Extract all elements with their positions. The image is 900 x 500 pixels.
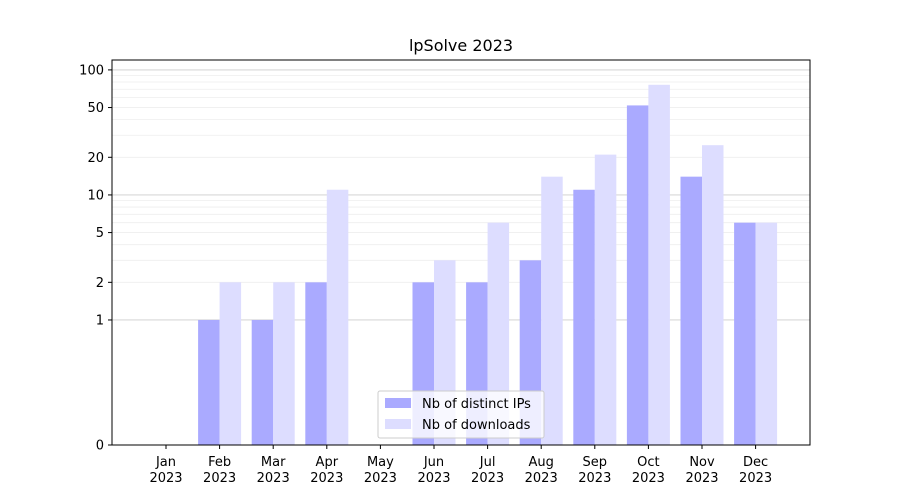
bar (594, 154, 617, 446)
bar (755, 222, 778, 445)
x-tick-label-year: 2023 (578, 471, 611, 486)
bar (680, 176, 702, 445)
x-tick-label-year: 2023 (310, 471, 343, 486)
x-tick-label-year: 2023 (685, 471, 718, 486)
x-tick-label-month: Aug (529, 455, 554, 470)
bar (734, 222, 756, 445)
chart-title: lpSolve 2023 (409, 36, 513, 55)
plot-frame (111, 59, 811, 446)
x-tick-label-month: Dec (743, 455, 768, 470)
x-tick-label-year: 2023 (149, 471, 182, 486)
x-tick-label-month: Jun (423, 455, 444, 470)
x-tick-label-month: Sep (583, 455, 608, 470)
x-tick-label-year: 2023 (525, 471, 558, 486)
y-axis: 0 1 2 5 10 20 50 100 (79, 63, 112, 454)
bar (198, 319, 220, 445)
y-tick-label: 100 (79, 63, 104, 78)
x-tick-label-month: Feb (208, 455, 231, 470)
x-tick-label-month: Nov (689, 455, 715, 470)
legend-label-downloads: Nb of downloads (422, 418, 531, 433)
bar (487, 222, 510, 445)
bar (702, 145, 724, 445)
bar (305, 282, 327, 445)
x-tick-label-year: 2023 (417, 471, 450, 486)
bar (326, 189, 349, 445)
bar (626, 105, 649, 446)
x-tick-label-month: Mar (261, 455, 286, 470)
x-tick-label-year: 2023 (739, 471, 772, 486)
y-tick-label: 2 (96, 276, 104, 291)
x-tick-label-month: Apr (316, 455, 339, 470)
bar (541, 176, 563, 445)
bar (219, 282, 242, 445)
y-tick-label: 10 (87, 188, 104, 203)
legend-swatch-ips (385, 398, 411, 408)
x-tick-label-year: 2023 (257, 471, 290, 486)
legend-frame (377, 390, 545, 439)
legend-label-ips: Nb of distinct IPs (422, 397, 531, 412)
bar (251, 319, 274, 445)
bar (573, 189, 595, 445)
legend: Nb of distinct IPs Nb of downloads (377, 390, 545, 439)
y-tick-label: 5 (96, 226, 104, 241)
x-axis: Jan2023Feb2023Mar2023Apr2023May2023Jun20… (149, 445, 772, 486)
legend-swatch-downloads (385, 419, 411, 429)
x-tick-label-month: May (367, 455, 394, 470)
x-tick-label-month: Oct (637, 455, 659, 470)
x-tick-label-year: 2023 (364, 471, 397, 486)
y-tick-label: 1 (96, 313, 104, 328)
y-tick-label: 50 (87, 101, 104, 116)
bar (273, 282, 295, 445)
x-tick-label-year: 2023 (471, 471, 504, 486)
y-tick-label: 20 (87, 151, 104, 166)
y-tick-label: 0 (96, 439, 104, 454)
x-tick-label-month: Jan (155, 455, 176, 470)
bar (648, 84, 670, 445)
x-tick-label-month: Jul (479, 455, 496, 470)
x-tick-label-year: 2023 (632, 471, 665, 486)
x-tick-label-year: 2023 (203, 471, 236, 486)
gridlines (112, 69, 810, 321)
